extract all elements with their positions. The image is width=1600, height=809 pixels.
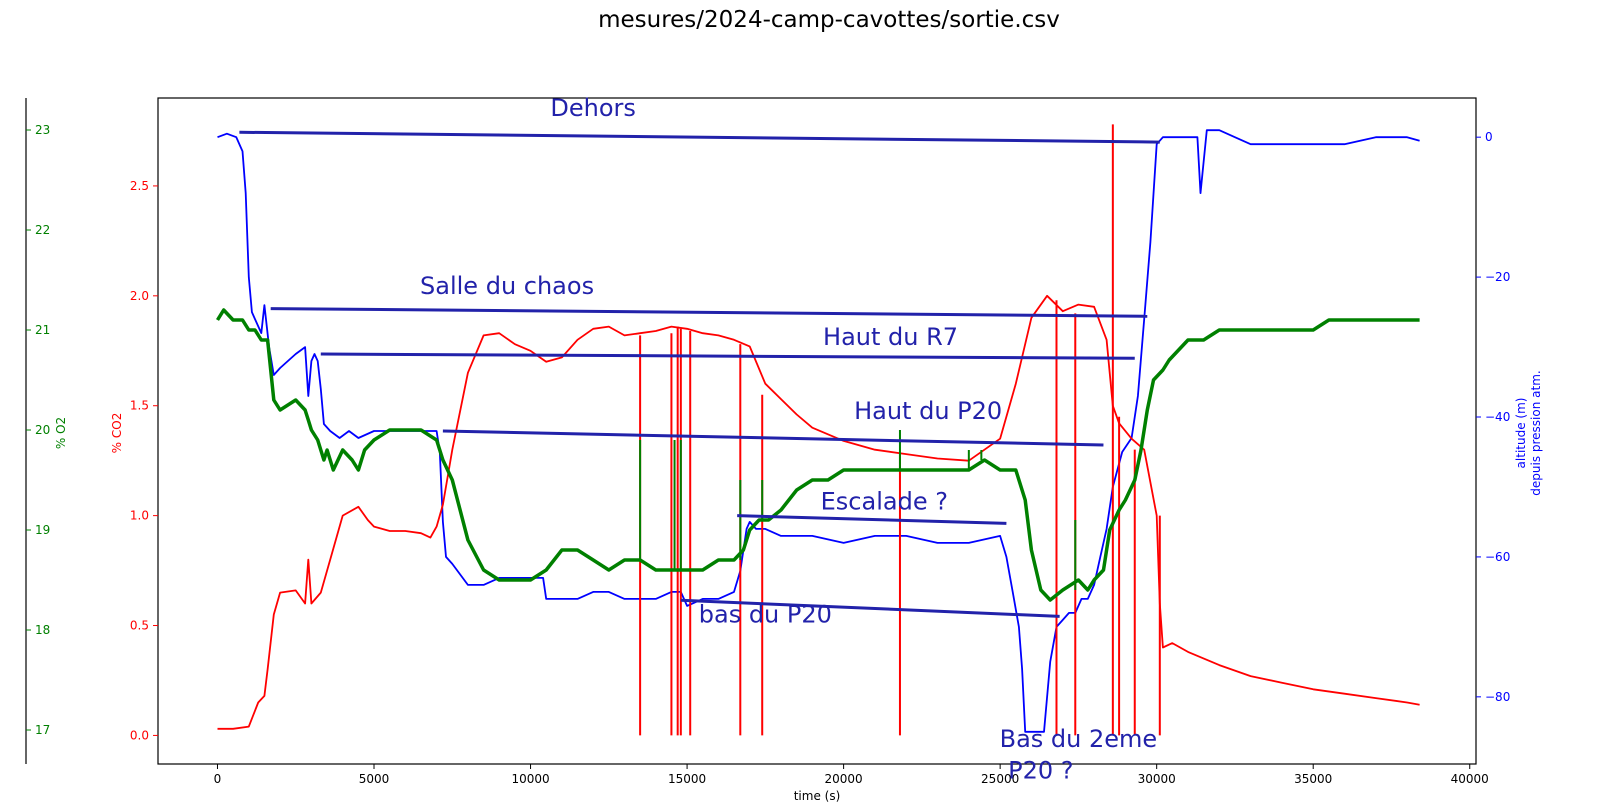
o2-tick-label: 20	[35, 423, 50, 437]
guide-line	[442, 429, 1104, 447]
series-layer	[216, 124, 1420, 736]
guide-line	[239, 130, 1160, 144]
alt-axis: 0 −20 −40 −60 −80	[1476, 130, 1510, 704]
guide-line	[737, 514, 1007, 525]
alt-axis-label-2: depuis pression atm.	[1529, 370, 1543, 495]
alt-tick-label: −40	[1485, 410, 1510, 424]
annotation-label: Haut du P20	[854, 397, 1002, 425]
plot-frame	[157, 97, 1477, 765]
annotation-label: Escalade ?	[821, 487, 948, 515]
co2-tick-label: 0.0	[130, 728, 149, 742]
x-tick-label: 10000	[511, 772, 549, 786]
x-tick-label: 0	[214, 772, 222, 786]
co2-tick-label: 2.5	[130, 179, 149, 193]
co2-axis-label: % CO2	[110, 413, 124, 454]
x-axis-label: time (s)	[794, 789, 841, 803]
o2-axis-label: % O2	[54, 417, 68, 449]
co2-tick-label: 1.0	[130, 509, 149, 523]
guide-lines	[239, 130, 1160, 618]
x-tick-label: 15000	[668, 772, 706, 786]
co2-series-line	[217, 294, 1420, 730]
guide-line	[270, 307, 1148, 318]
co2-tick-label: 2.0	[130, 289, 149, 303]
x-tick-label: 5000	[359, 772, 390, 786]
x-tick-label: 30000	[1138, 772, 1176, 786]
annotation-label: Bas du 2eme	[1000, 725, 1158, 753]
alt-tick-label: −60	[1485, 550, 1510, 564]
alt-axis-label: altitude (m)	[1514, 398, 1528, 469]
o2-tick-label: 18	[35, 623, 50, 637]
o2-tick-label: 17	[35, 723, 50, 737]
co2-axis: 0.0 0.5 1.0 1.5 2.0 2.5	[130, 179, 158, 742]
alt-series-line	[217, 129, 1420, 733]
x-tick-label: 35000	[1294, 772, 1332, 786]
annotation-label: Salle du chaos	[420, 272, 594, 300]
o2-tick-label: 22	[35, 223, 50, 237]
annotation-label: P20 ?	[1008, 757, 1073, 785]
alt-tick-label: −20	[1485, 270, 1510, 284]
guide-line	[680, 598, 1060, 618]
annotation-label: Dehors	[550, 94, 636, 122]
co2-tick-label: 0.5	[130, 619, 149, 633]
annotation-label: bas du P20	[699, 601, 832, 629]
annotation-label: Haut du R7	[823, 323, 958, 351]
x-tick-label: 40000	[1451, 772, 1489, 786]
o2-axis: 17 18 19 20 21 22 23	[26, 123, 50, 737]
o2-tick-label: 21	[35, 323, 50, 337]
x-tick-label: 25000	[981, 772, 1019, 786]
o2-series-line	[216, 308, 1420, 602]
x-axis: 0 5000 10000 15000 20000 25000 30000 35000 40000	[214, 764, 1489, 786]
annotations: Dehors Salle du chaos Haut du R7 Haut du P2…	[420, 94, 1157, 785]
o2-tick-label: 23	[35, 123, 50, 137]
alt-tick-label: 0	[1485, 130, 1493, 144]
alt-tick-label: −80	[1485, 690, 1510, 704]
o2-tick-label: 19	[35, 523, 50, 537]
co2-tick-label: 1.5	[130, 399, 149, 413]
guide-line	[320, 352, 1135, 360]
x-tick-label: 20000	[825, 772, 863, 786]
chart-title: mesures/2024-camp-cavottes/sortie.csv	[598, 7, 1060, 33]
